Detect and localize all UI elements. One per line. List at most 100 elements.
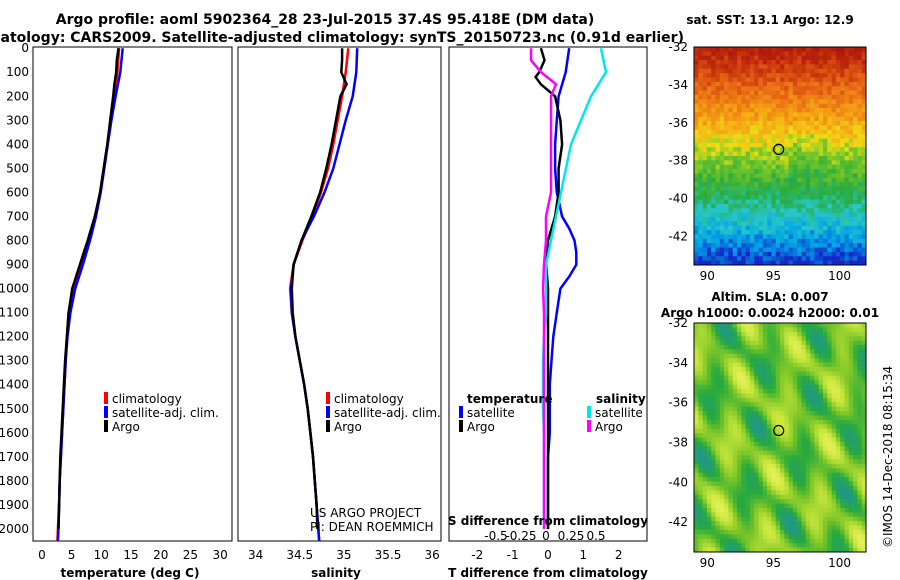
map-cell [767,345,772,350]
map-cell [814,190,819,196]
temperature-legend: climatology satellite-adj. clim. Argo [104,392,219,434]
map-cell [792,129,798,135]
map-cell [818,217,824,222]
map-cell [857,485,862,491]
map-cell [840,331,845,337]
map-cell [754,156,759,161]
map-cell [737,534,742,540]
map-cell [724,138,729,144]
map-cell [706,208,712,213]
map-cell [857,138,862,144]
map-cell [741,485,746,491]
map-cell [784,402,789,407]
map-cell [694,103,699,109]
map-cell [848,108,854,113]
map-cell [741,55,746,61]
map-cell [737,64,742,70]
map-cell [702,121,708,126]
map-cell [818,411,824,416]
map-cell [797,81,802,87]
map-cell [711,142,716,148]
map-cell [844,151,850,157]
map-cell [719,516,725,522]
map-cell [784,516,789,522]
map-cell [810,234,815,240]
map-cell [861,156,867,161]
map-cell [741,459,746,465]
map-cell [857,538,862,544]
map-cell [792,221,798,227]
map-cell [715,116,721,122]
map-cell [797,393,802,399]
map-cell [706,406,712,412]
map-cell [835,142,841,148]
map-cell [719,73,725,78]
map-cell [737,247,742,253]
map-cell [801,389,807,394]
map-cell [801,90,807,96]
map-cell [810,367,815,372]
map-cell [831,142,837,148]
map-cell [732,538,738,544]
map-cell [844,362,850,368]
map-cell [771,230,776,235]
map-cell [861,186,867,192]
map-cell [861,411,867,416]
map-cell [814,208,819,213]
map-cell [831,323,837,328]
map-cell [827,251,832,257]
map-cell [719,349,725,355]
map-cell [719,375,725,381]
map-cell [737,512,742,518]
map-cell [861,371,867,377]
map-cell [810,406,815,412]
map-cell [754,345,759,350]
map-cell [848,446,854,452]
map-cell [818,221,824,227]
map-cell [719,353,725,359]
map-cell [754,169,759,174]
map-cell [780,238,785,244]
map-cell [728,419,733,425]
map-cell [706,86,712,91]
map-cell [732,230,738,235]
map-cell [784,428,789,434]
map-cell [758,247,764,253]
map-cell [840,55,845,61]
map-cell [857,450,862,456]
map-cell [737,112,742,118]
map-cell [848,353,854,359]
map-cell [797,433,802,438]
map-cell [831,349,837,355]
map-cell [702,336,708,341]
map-cell [758,450,764,456]
map-cell [827,173,832,179]
map-cell [831,459,837,465]
map-cell [814,55,819,61]
map-cell [711,371,716,377]
map-cell [702,428,708,434]
map-cell [801,393,807,399]
map-cell [831,481,837,487]
map-cell [694,238,699,244]
map-cell [797,103,802,109]
map-cell [698,507,703,513]
map-cell [694,534,699,540]
map-cell [745,251,751,257]
map-cell [861,327,867,333]
map-cell [827,345,832,350]
map-cell [715,419,721,425]
map-cell [831,525,837,531]
map-cell [801,419,807,425]
map-cell [741,375,746,381]
map-cell [792,182,798,187]
depth-tick-labels: 0100200300400500600700800900100011001200… [0,41,29,536]
map-cell [775,345,781,350]
map-cell [801,411,807,416]
map-cell [715,433,721,438]
map-cell [732,73,738,78]
map-cell [823,472,828,478]
map-cell [792,247,798,253]
map-cell [853,234,858,240]
map-cell [741,358,746,363]
